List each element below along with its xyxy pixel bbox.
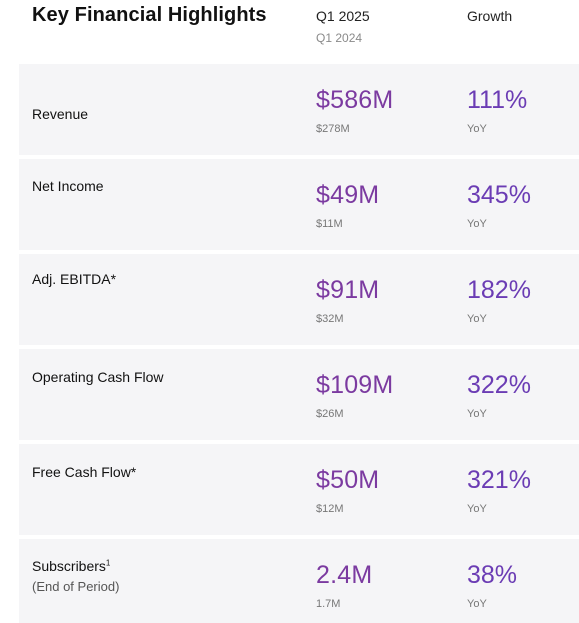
prior-value: $26M xyxy=(316,408,344,420)
current-value: $91M xyxy=(316,276,380,304)
footnote-marker: 1 xyxy=(105,558,111,568)
growth-unit: YoY xyxy=(467,408,487,420)
row-sublabel: (End of Period) xyxy=(32,579,120,594)
row-label: Operating Cash Flow xyxy=(32,369,164,385)
highlights-table: Revenue $586M $278M 111% YoY Net Income … xyxy=(19,64,579,623)
growth-unit: YoY xyxy=(467,123,487,135)
table-row-operating-cash-flow: Operating Cash Flow $109M $26M 322% YoY xyxy=(19,349,579,440)
growth-unit: YoY xyxy=(467,503,487,515)
row-label: Revenue xyxy=(32,106,89,122)
growth-unit: YoY xyxy=(467,598,487,610)
table-row-subscribers: Subscribers1 (End of Period) 2.4M 1.7M 3… xyxy=(19,539,579,623)
prior-value: $12M xyxy=(316,503,344,515)
growth-unit: YoY xyxy=(467,313,487,325)
current-value: $50M xyxy=(316,466,380,494)
current-value: $49M xyxy=(316,181,380,209)
table-row-net-income: Net Income $49M $11M 345% YoY xyxy=(19,159,579,250)
growth-value: 321% xyxy=(467,466,531,494)
prior-value: $11M xyxy=(316,218,343,230)
period-header: Q1 2025 xyxy=(316,8,370,24)
row-label: Net Income xyxy=(32,178,104,194)
row-label: Free Cash Flow* xyxy=(32,464,137,480)
current-value: 2.4M xyxy=(316,561,373,589)
prior-value: $32M xyxy=(316,313,344,325)
growth-value: 345% xyxy=(467,181,531,209)
table-row-free-cash-flow: Free Cash Flow* $50M $12M 321% YoY xyxy=(19,444,579,535)
growth-value: 111% xyxy=(467,86,528,114)
current-value: $586M xyxy=(316,86,394,114)
prior-period-header: Q1 2024 xyxy=(316,31,363,45)
growth-value: 322% xyxy=(467,371,531,399)
table-row-adj-ebitda: Adj. EBITDA* $91M $32M 182% YoY xyxy=(19,254,579,345)
page-title: Key Financial Highlights xyxy=(32,4,267,26)
growth-value: 182% xyxy=(467,276,531,304)
prior-value: 1.7M xyxy=(316,598,341,610)
growth-value: 38% xyxy=(467,561,518,589)
growth-unit: YoY xyxy=(467,218,487,230)
table-row-revenue: Revenue $586M $278M 111% YoY xyxy=(19,64,579,155)
row-label-text: Subscribers xyxy=(32,558,106,574)
row-label: Adj. EBITDA* xyxy=(32,271,117,287)
row-label: Subscribers1 xyxy=(32,558,110,574)
current-value: $109M xyxy=(316,371,394,399)
growth-header: Growth xyxy=(467,8,513,24)
prior-value: $278M xyxy=(316,123,350,135)
